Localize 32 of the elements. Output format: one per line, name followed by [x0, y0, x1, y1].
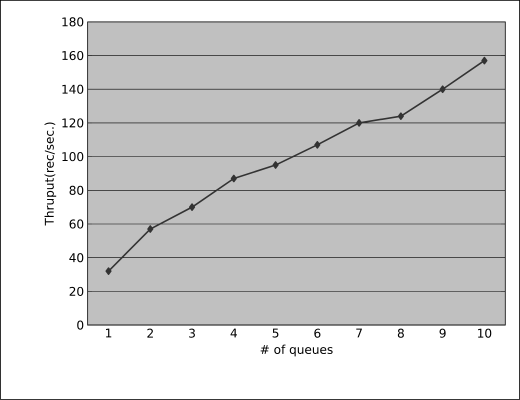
y-tick-label: 140: [62, 84, 84, 94]
point: [188, 203, 196, 212]
y-tick-label: 0: [77, 320, 84, 330]
y-axis-title: Thruput(rec/sec.): [44, 122, 56, 226]
y-tick-label: 80: [70, 186, 84, 195]
x-tick-label: 6: [314, 328, 320, 338]
point: [105, 267, 112, 276]
y-tick-label: 160: [62, 51, 84, 60]
point: [398, 112, 404, 120]
point: [481, 56, 488, 64]
x-tick-label: 1: [106, 328, 112, 338]
x-tick-label: 2: [147, 328, 153, 338]
x-tick-label: 10: [478, 328, 492, 338]
x-axis-title: # of queues: [260, 344, 333, 356]
point: [230, 174, 237, 182]
x-tick-label: 7: [356, 328, 362, 338]
x-tick-label: 3: [189, 328, 195, 338]
y-tick-label: 180: [62, 17, 84, 26]
point: [147, 225, 154, 233]
y-tick-label: 100: [62, 152, 84, 162]
point: [314, 141, 320, 149]
x-tick-label: 4: [230, 328, 237, 338]
x-tick-label: 9: [440, 328, 446, 338]
y-tick-label: 20: [70, 286, 84, 296]
point: [440, 85, 446, 94]
x-tick-label: 8: [398, 328, 404, 338]
point: [272, 161, 279, 169]
point: [356, 119, 362, 127]
y-tick-label: 120: [62, 118, 84, 128]
x-tick-label: 5: [272, 328, 278, 338]
y-tick-label: 40: [69, 253, 84, 262]
y-tick-label: 60: [70, 220, 84, 229]
